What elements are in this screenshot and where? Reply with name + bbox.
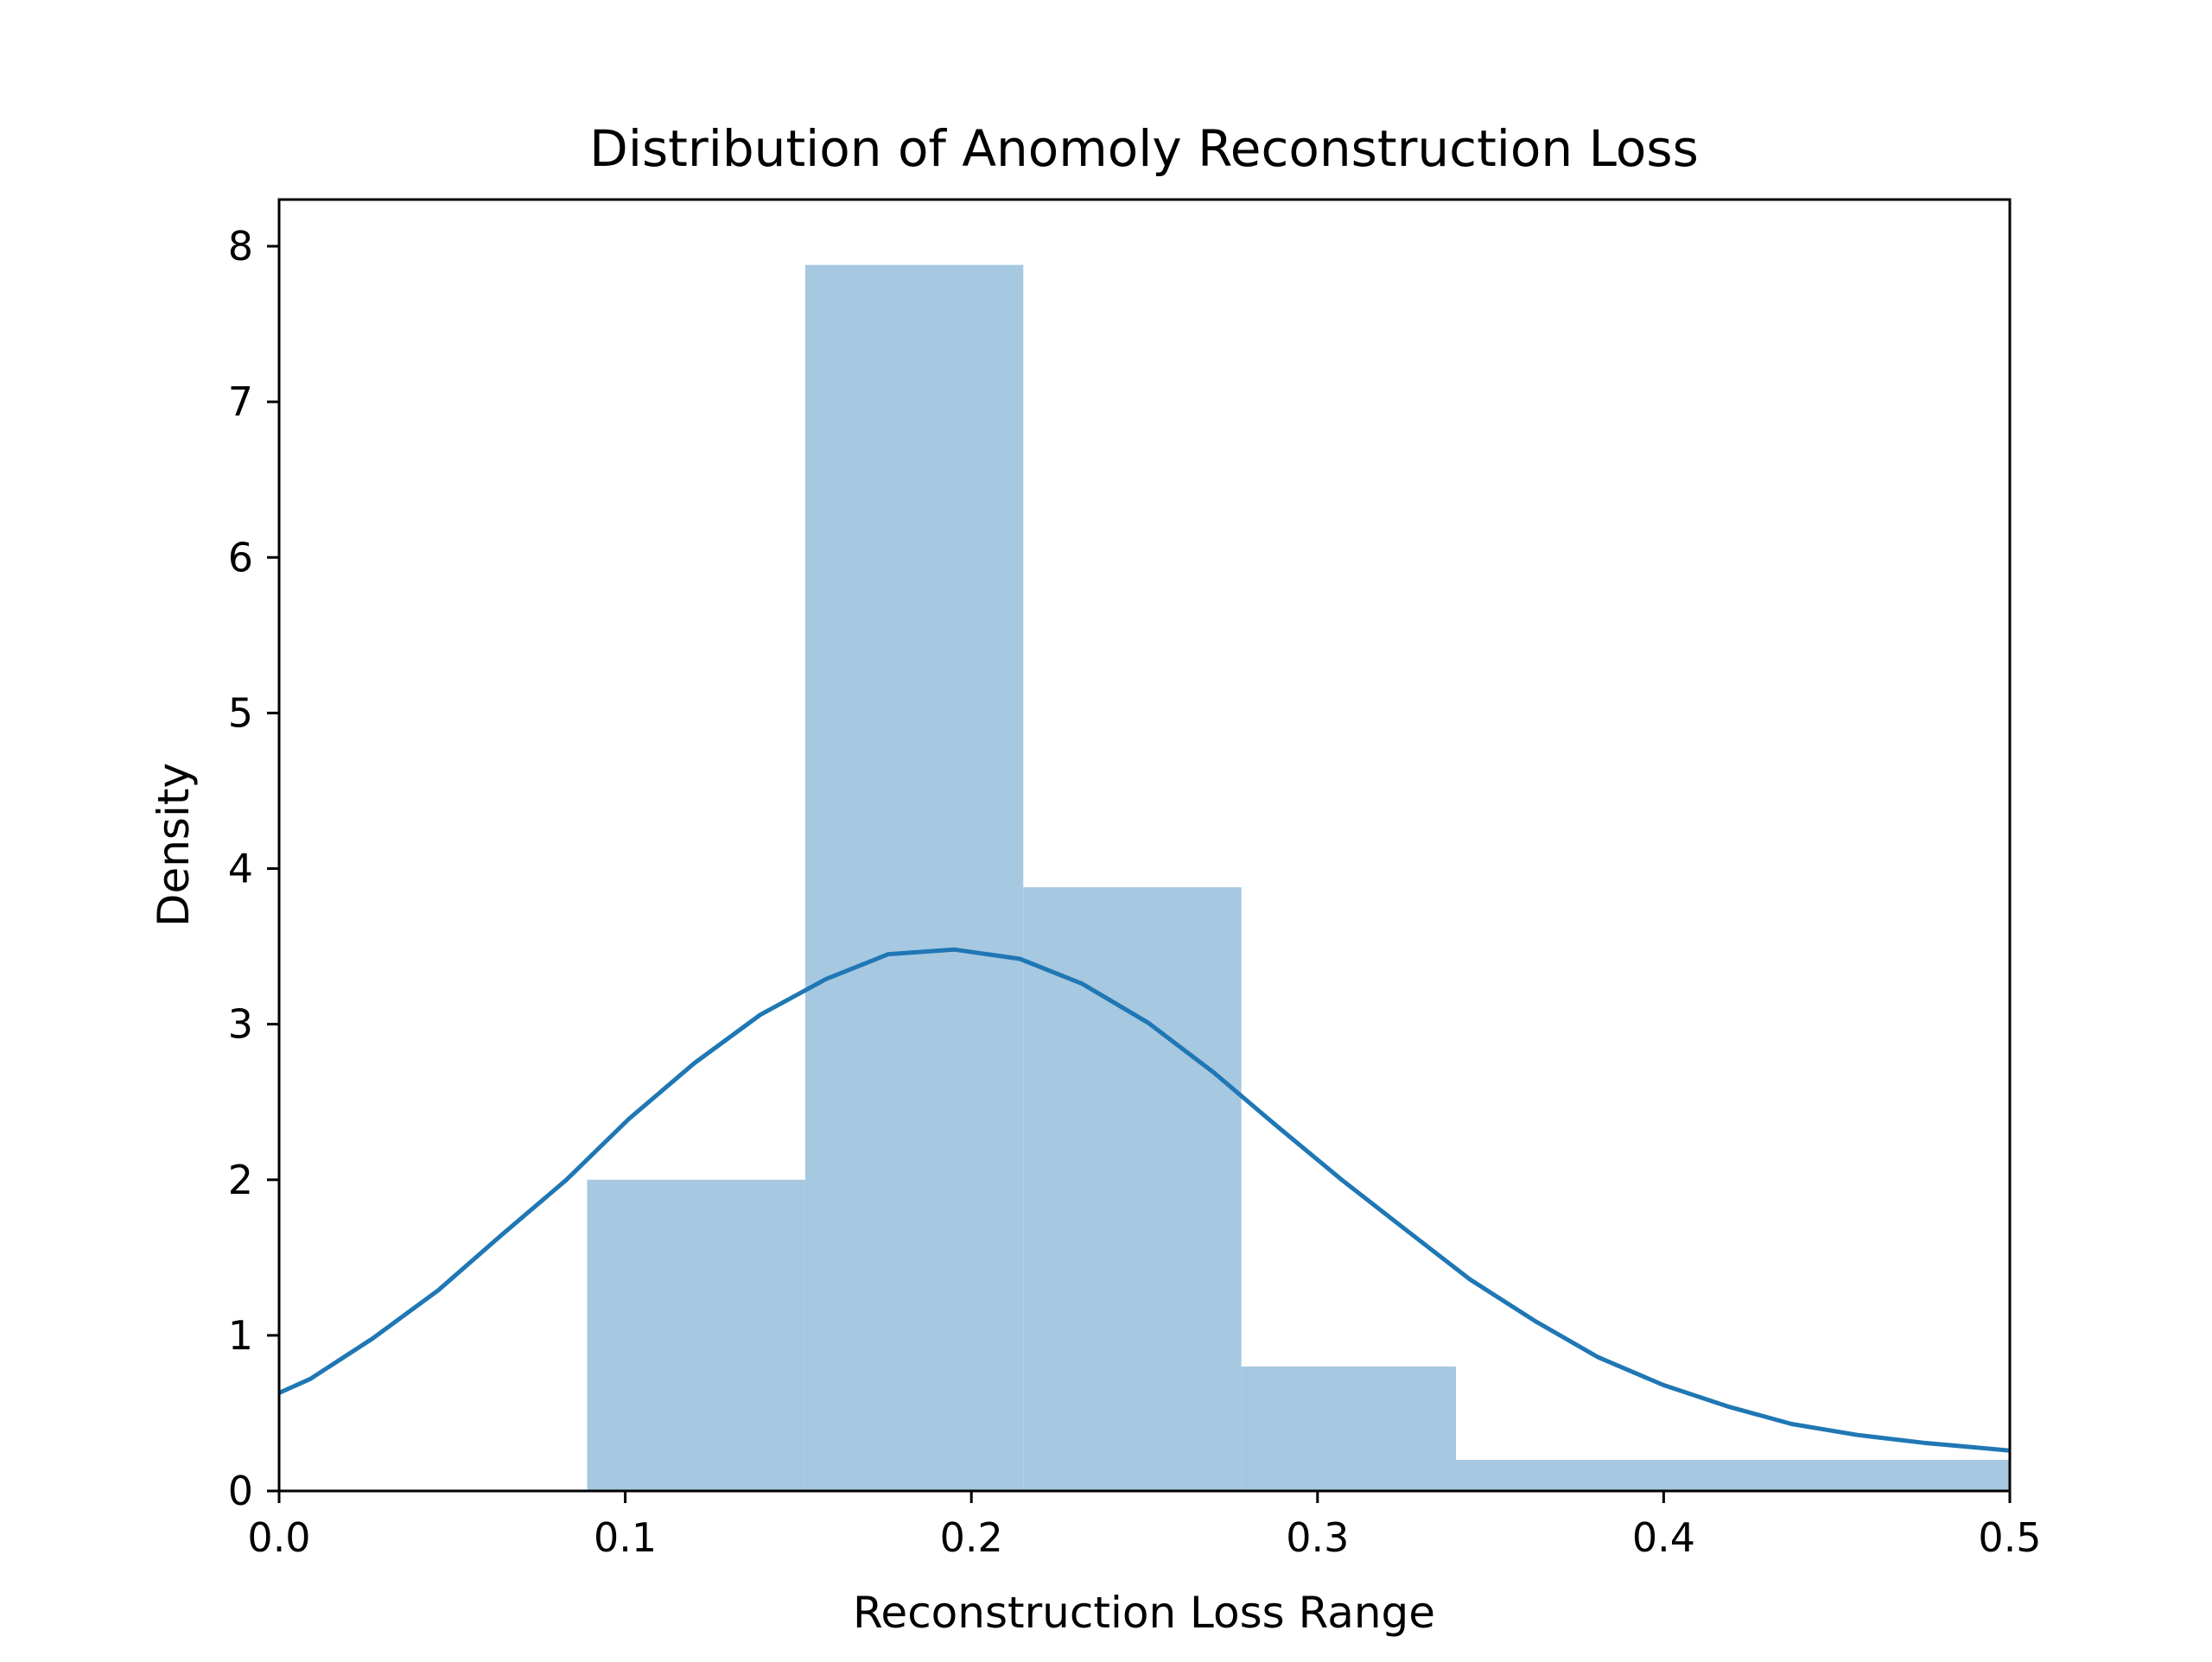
kde-line bbox=[277, 947, 2011, 1453]
y-tick-label: 5 bbox=[228, 689, 253, 736]
x-tick-label: 0.1 bbox=[594, 1514, 657, 1561]
y-tick-label: 0 bbox=[228, 1468, 253, 1514]
y-tick-label: 8 bbox=[228, 223, 253, 270]
x-axis-label: Reconstruction Loss Range bbox=[853, 1588, 1435, 1638]
x-tick-label: 0.5 bbox=[1978, 1514, 2041, 1561]
histogram-bar bbox=[1023, 887, 1242, 1491]
chart-title: Distribution of Anomoly Reconstruction L… bbox=[589, 119, 1699, 178]
x-tick-label: 0.2 bbox=[940, 1514, 1003, 1561]
x-tick-label: 0.0 bbox=[247, 1514, 310, 1561]
y-axis-label: Density bbox=[149, 763, 199, 927]
y-tick-label: 2 bbox=[228, 1157, 253, 1203]
x-tick-label: 0.4 bbox=[1632, 1514, 1695, 1561]
x-tick-label: 0.3 bbox=[1286, 1514, 1349, 1561]
histogram-bar bbox=[587, 1179, 805, 1491]
x-axis-ticks: 0.0 0.1 0.2 0.3 0.4 0.5 bbox=[247, 1491, 2042, 1561]
histogram-bar bbox=[1456, 1459, 1675, 1491]
kde-curve-layer bbox=[277, 947, 2011, 1453]
y-tick-label: 3 bbox=[228, 1001, 253, 1048]
histogram-bar bbox=[804, 264, 1024, 1491]
histogram-bars bbox=[587, 264, 2010, 1491]
y-axis-ticks: 0 1 2 3 4 5 6 7 8 bbox=[228, 223, 279, 1514]
y-tick-label: 4 bbox=[228, 846, 253, 892]
histogram-bar bbox=[1674, 1459, 2010, 1491]
y-tick-label: 6 bbox=[228, 534, 253, 580]
histogram-bar bbox=[1241, 1366, 1457, 1491]
y-tick-label: 7 bbox=[228, 378, 253, 425]
y-tick-label: 1 bbox=[228, 1312, 253, 1359]
plot-frame bbox=[277, 198, 2012, 1493]
